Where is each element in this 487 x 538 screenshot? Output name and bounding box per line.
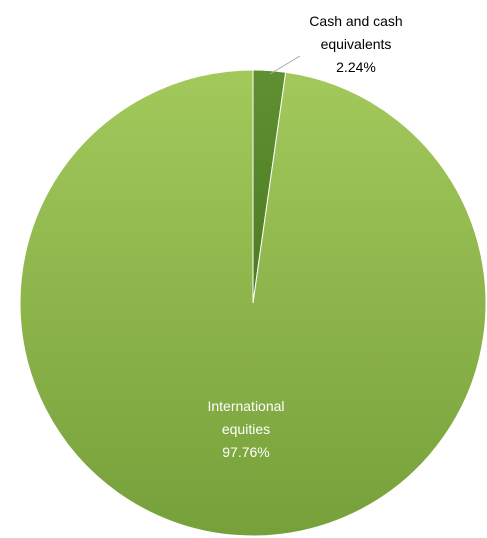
pie-slices <box>19 69 487 537</box>
label-intl-line2: equities <box>222 421 270 437</box>
label-cash-value: 2.24% <box>336 59 376 75</box>
label-cash-line2: equivalents <box>321 36 392 52</box>
leader-line <box>269 55 301 75</box>
label-intl-line1: International <box>207 398 284 414</box>
slice-international-equities <box>19 69 487 537</box>
label-intl-value: 97.76% <box>222 444 269 460</box>
label-cash-line1: Cash and cash <box>309 13 402 29</box>
